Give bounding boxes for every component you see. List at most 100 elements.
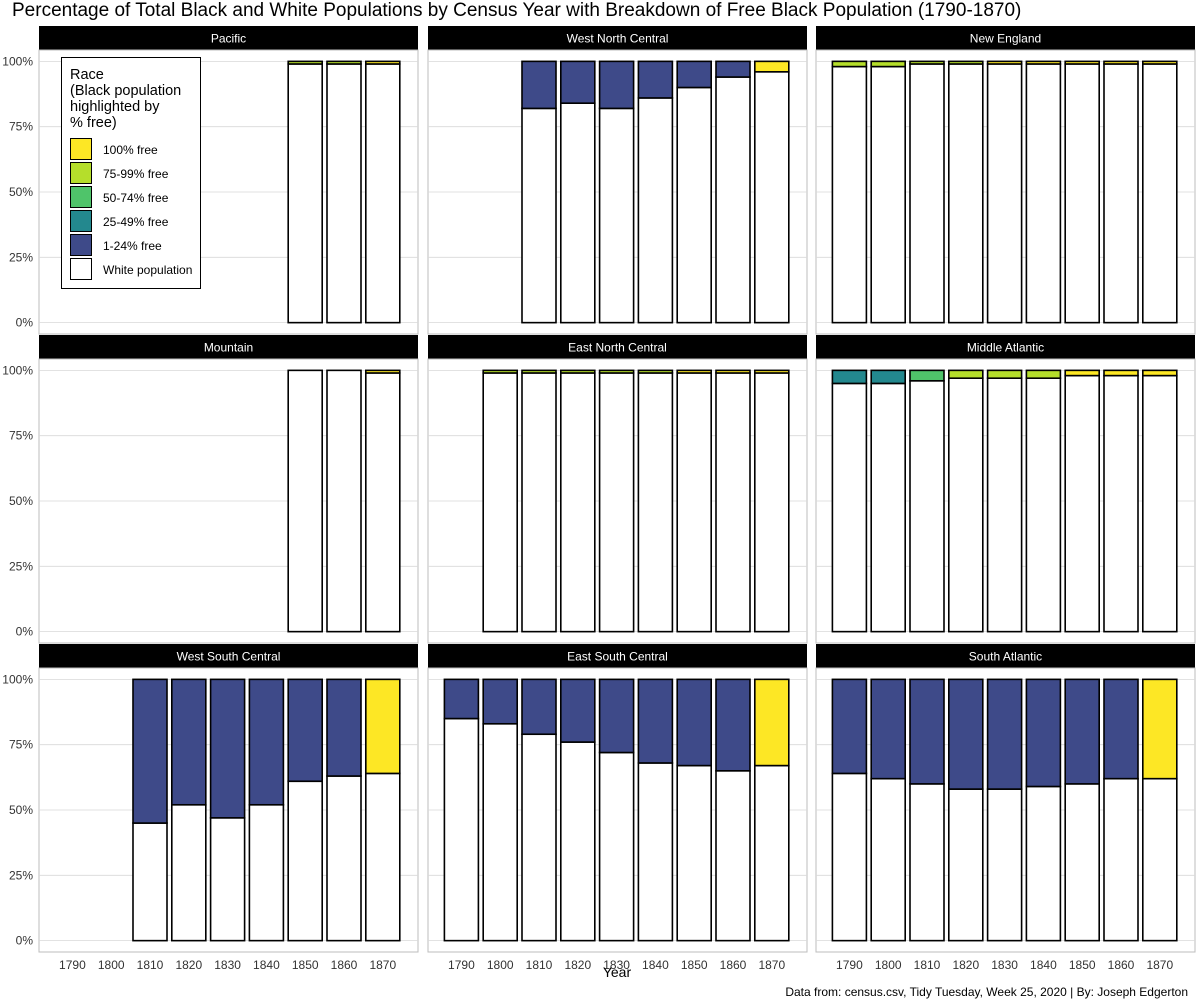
bar-black-1860 xyxy=(326,60,362,65)
bar-black-1860 xyxy=(715,678,751,772)
legend: Race (Black population highlighted by % … xyxy=(61,57,201,289)
x-tick-label: 1830 xyxy=(991,958,1018,972)
facet-strip xyxy=(39,644,418,668)
bar-white-1870 xyxy=(753,71,790,324)
bar-white-1810 xyxy=(521,733,557,942)
bar-white-1810 xyxy=(909,783,945,942)
y-tick-label: 50% xyxy=(9,803,33,817)
x-tick-label: 1800 xyxy=(487,958,514,972)
bar-white-1800 xyxy=(870,777,907,942)
bar-black-1800 xyxy=(870,369,907,385)
facet-panel: Middle Atlantic xyxy=(815,335,1196,644)
bar-white-1810 xyxy=(521,372,557,633)
facet-label: New England xyxy=(970,32,1041,46)
x-tick-label: 1820 xyxy=(564,958,591,972)
bar-white-1850 xyxy=(676,372,713,633)
bar-white-1810 xyxy=(909,380,945,633)
bar-white-1800 xyxy=(482,372,519,633)
bar-black-1830 xyxy=(986,678,1023,790)
facet-label: Middle Atlantic xyxy=(967,341,1044,355)
y-tick-label: 50% xyxy=(9,494,33,508)
x-tick-label: 1860 xyxy=(331,958,358,972)
bar-white-1790 xyxy=(831,382,868,633)
facet-strip xyxy=(428,26,807,50)
bar-white-1820 xyxy=(947,377,984,633)
bar-black-1800 xyxy=(482,369,519,374)
facet-strip xyxy=(816,26,1195,50)
bar-white-1830 xyxy=(598,372,635,633)
bar-black-1830 xyxy=(986,60,1023,65)
facet-strip xyxy=(39,335,418,359)
bar-white-1870 xyxy=(364,772,401,942)
bar-black-1810 xyxy=(909,60,945,65)
bar-white-1820 xyxy=(559,741,596,942)
facet-label: West South Central xyxy=(177,650,281,664)
facet-label: South Atlantic xyxy=(969,650,1042,664)
y-tick-label: 100% xyxy=(2,363,33,377)
x-tick-label: 1850 xyxy=(681,958,708,972)
x-tick-label: 1850 xyxy=(292,958,319,972)
bar-white-1820 xyxy=(171,803,207,942)
x-tick-label: 1870 xyxy=(758,958,785,972)
y-tick-label: 25% xyxy=(9,868,33,882)
bar-black-1850 xyxy=(1064,678,1100,785)
bar-black-1870 xyxy=(1142,60,1178,65)
y-tick-label: 0% xyxy=(16,316,34,330)
bar-black-1870 xyxy=(364,678,401,775)
bar-white-1860 xyxy=(1103,777,1139,942)
facet-strip xyxy=(39,26,418,50)
bar-black-1870 xyxy=(364,60,401,65)
bar-white-1850 xyxy=(1064,63,1100,324)
bar-white-1870 xyxy=(1142,63,1178,324)
bar-white-1860 xyxy=(326,775,362,942)
bar-black-1810 xyxy=(521,60,557,110)
bar-white-1830 xyxy=(598,751,635,942)
facet-label: West North Central xyxy=(567,32,669,46)
bar-black-1870 xyxy=(753,369,790,374)
bar-white-1850 xyxy=(287,780,324,942)
bar-black-1870 xyxy=(753,60,790,73)
bar-black-1850 xyxy=(287,60,324,65)
bar-black-1840 xyxy=(637,60,674,99)
x-tick-label: 1830 xyxy=(603,958,630,972)
x-tick-label: 1840 xyxy=(642,958,669,972)
facet-strip xyxy=(816,335,1195,359)
bar-black-1820 xyxy=(947,678,984,790)
bar-black-1840 xyxy=(248,678,285,806)
x-tick-label: 1810 xyxy=(914,958,941,972)
bar-white-1790 xyxy=(443,717,480,942)
y-tick-label: 25% xyxy=(9,559,33,573)
bar-black-1860 xyxy=(715,369,751,374)
bar-white-1870 xyxy=(364,372,401,633)
y-tick-label: 75% xyxy=(9,120,33,134)
bar-black-1820 xyxy=(947,369,984,379)
bar-black-1790 xyxy=(443,678,480,720)
bar-black-1820 xyxy=(171,678,207,806)
bar-white-1790 xyxy=(831,65,868,324)
bar-black-1840 xyxy=(637,678,674,764)
bar-white-1840 xyxy=(1025,63,1062,324)
bar-black-1850 xyxy=(1064,60,1100,65)
bar-white-1840 xyxy=(1025,785,1062,942)
facet-label: Mountain xyxy=(204,341,253,355)
bar-white-1850 xyxy=(1064,783,1100,942)
bar-black-1790 xyxy=(831,369,868,385)
bar-black-1830 xyxy=(209,678,246,819)
bar-white-1800 xyxy=(870,382,907,633)
facet-panel: New England xyxy=(815,26,1196,335)
legend-swatch xyxy=(70,138,92,160)
bar-black-1860 xyxy=(326,678,362,777)
legend-swatch xyxy=(70,234,92,256)
bar-black-1800 xyxy=(482,678,519,725)
bar-white-1840 xyxy=(637,762,674,942)
bar-white-1820 xyxy=(947,63,984,324)
legend-swatch xyxy=(70,162,92,184)
bar-black-1850 xyxy=(1064,369,1100,377)
chart-title: Percentage of Total Black and White Popu… xyxy=(12,0,1022,21)
bar-white-1820 xyxy=(947,788,984,942)
x-tick-label: 1840 xyxy=(1030,958,1057,972)
bar-white-1830 xyxy=(986,788,1023,942)
legend-label: White population xyxy=(103,263,193,277)
bar-white-1810 xyxy=(521,107,557,324)
